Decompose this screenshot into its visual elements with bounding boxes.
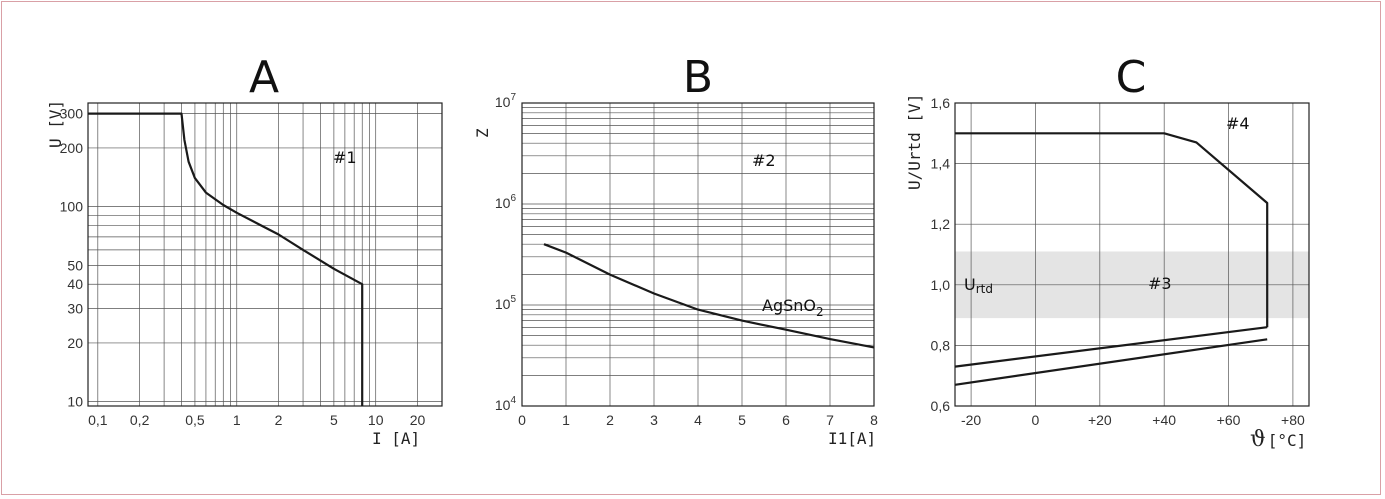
- panel-a-x-tick-label: 10: [368, 412, 384, 428]
- panel-c-plot-border: [954, 102, 1310, 407]
- panel-a-grid: [88, 103, 442, 406]
- panel-a: A 0,1 0,2 0,5 1 2 5 10 20 10 20 30 40 50 100 200 300 #…: [46, 52, 443, 448]
- panel-c-curves: [954, 132, 1269, 386]
- panel-a-x-tick-label: 0,1: [88, 412, 108, 428]
- panel-c-band-label: Urtd: [964, 275, 993, 296]
- panel-c-x-label-unit: [°C]: [1268, 431, 1307, 450]
- panel-c-x-label-symbol: ϑ: [1250, 427, 1266, 452]
- panel-c-series-line: [954, 338, 1268, 386]
- panel-a-x-tick-label: 20: [410, 412, 426, 428]
- panel-c-series-line: [954, 326, 1268, 368]
- panel-b-series-label: AgSnO2: [762, 296, 824, 319]
- panel-b-x-tick-label: 8: [870, 412, 878, 428]
- panel-a-y-tick-label: 30: [67, 301, 83, 317]
- panel-b-x-tick-label: 3: [650, 412, 658, 428]
- panel-b-x-tick-label: 5: [738, 412, 746, 428]
- panel-c-series-line: [955, 132, 1269, 328]
- panel-c-y-tick-label: 1,6: [931, 95, 951, 111]
- panel-b-series-label-main: AgSnO: [762, 296, 816, 315]
- panel-a-x-tick-label: 0,2: [130, 412, 150, 428]
- panel-c-x-tick-label: 0: [1032, 412, 1040, 428]
- panel-c-x-tick-label: -20: [961, 412, 981, 428]
- panel-b-x-ticks: 0 1 2 3 4 5 6 7 8: [518, 412, 878, 428]
- panel-a-y-tick-label: 40: [67, 276, 83, 292]
- panel-a-x-tick-label: 0,5: [185, 412, 205, 428]
- panel-a-y-tick-label: 200: [60, 140, 84, 156]
- panel-b-x-tick-label: 0: [518, 412, 526, 428]
- panel-c-x-tick-label: +60: [1217, 412, 1241, 428]
- panel-b-y-tick-label: 104: [495, 395, 517, 413]
- panel-b-title: B: [683, 52, 713, 103]
- panel-c-y-tick-label: 0,6: [931, 398, 951, 414]
- panel-a-x-tick-label: 2: [275, 412, 283, 428]
- panel-a-annotation: #1: [333, 148, 357, 167]
- panel-b-y-ticks: 104 105 106 107: [495, 92, 517, 413]
- panel-c-y-ticks: 0,6 0,8 1,0 1,2 1,4 1,6: [931, 95, 951, 414]
- panel-c-x-tick-label: +40: [1152, 412, 1176, 428]
- panel-b-x-tick-label: 6: [782, 412, 790, 428]
- panel-a-x-ticks: 0,1 0,2 0,5 1 2 5 10 20: [88, 412, 425, 428]
- panel-b-x-tick-label: 2: [606, 412, 614, 428]
- panel-c: C -20 0 +20 +40 +60 +80 0,6 0,8 1,0 1,2 1,4 1,6 #4…: [905, 52, 1310, 452]
- panel-a-curves: [88, 112, 364, 406]
- panel-c-y-label: U/Urtd [V]: [905, 94, 924, 190]
- panel-b-x-label: I1[A]: [828, 429, 876, 448]
- panel-c-annotation: #4: [1226, 114, 1250, 133]
- panel-c-x-label: ϑ [°C]: [1250, 427, 1306, 452]
- panel-a-x-tick-label: 1: [233, 412, 241, 428]
- panel-a-series-line: [88, 112, 364, 406]
- panel-b-grid: [522, 103, 874, 407]
- panel-b-series-line: [543, 243, 875, 349]
- panel-a-y-label: U [V]: [46, 100, 65, 148]
- panel-c-y-tick-label: 1,0: [931, 277, 951, 293]
- panel-a-x-tick-label: 5: [330, 412, 338, 428]
- panel-c-x-tick-label: +20: [1088, 412, 1112, 428]
- panel-b-series-label-sub: 2: [816, 305, 824, 319]
- panel-a-y-tick-label: 10: [67, 394, 83, 410]
- panel-b-curves: [543, 243, 875, 349]
- panel-b-x-tick-label: 1: [562, 412, 570, 428]
- panel-a-y-tick-label: 50: [67, 257, 83, 273]
- panel-a-y-tick-label: 20: [67, 335, 83, 351]
- panel-c-x-ticks: -20 0 +20 +40 +60 +80: [961, 412, 1305, 428]
- panel-a-y-ticks: 10 20 30 40 50 100 200 300: [60, 106, 84, 410]
- panel-a-y-tick-label: 300: [60, 106, 84, 122]
- panel-b-y-label: Z: [473, 128, 492, 138]
- panel-b-annotation: #2: [752, 151, 776, 170]
- panel-b-y-tick-label: 107: [495, 92, 517, 110]
- panel-a-y-tick-label: 100: [60, 199, 84, 215]
- panel-a-x-label: I [A]: [372, 429, 420, 448]
- panel-c-band-annotation: #3: [1148, 274, 1172, 293]
- panel-c-band-label-sub: rtd: [976, 282, 993, 296]
- panel-a-title: A: [249, 52, 279, 103]
- panel-b-y-tick-label: 106: [495, 193, 517, 211]
- panel-b-plot-border: [521, 102, 875, 407]
- panel-a-plot-border: [87, 102, 443, 407]
- panel-b-x-tick-label: 4: [694, 412, 702, 428]
- panel-b-x-tick-label: 7: [826, 412, 834, 428]
- panel-c-y-tick-label: 1,2: [931, 216, 951, 232]
- panel-c-y-tick-label: 1,4: [931, 156, 951, 172]
- panel-c-title: C: [1116, 52, 1147, 103]
- panel-b-y-tick-label: 105: [495, 294, 517, 312]
- panel-c-y-tick-label: 0,8: [931, 337, 951, 353]
- panel-c-x-tick-label: +80: [1281, 412, 1305, 428]
- panel-c-band-label-main: U: [964, 275, 976, 294]
